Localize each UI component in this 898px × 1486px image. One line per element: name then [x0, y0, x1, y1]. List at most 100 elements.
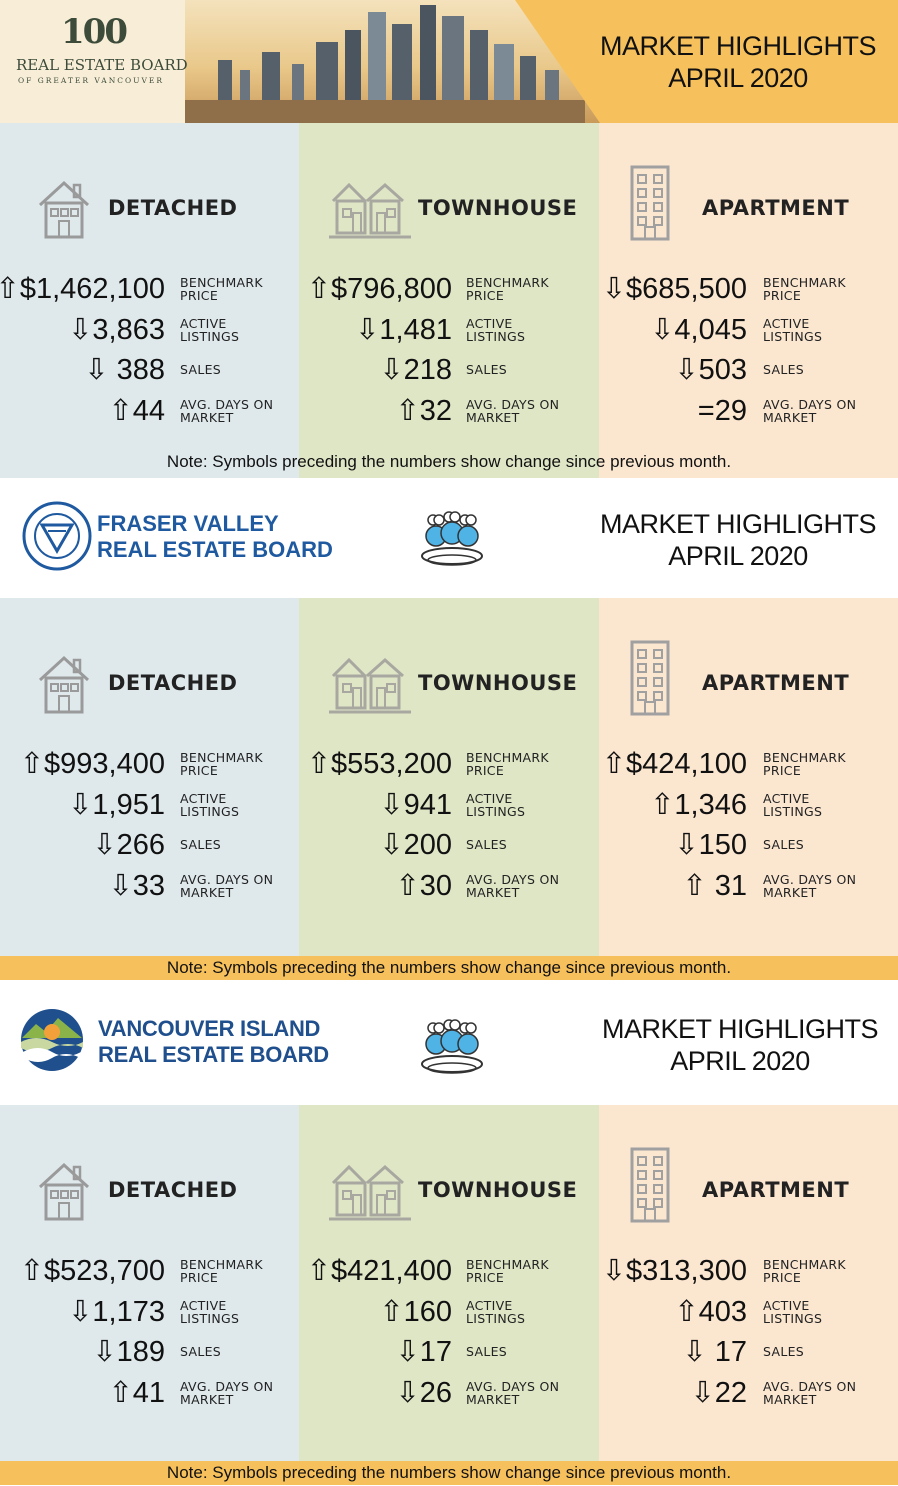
stat-value: ⇧$424,100 — [601, 748, 747, 780]
stat-label: BENCHMARK PRICE — [763, 750, 846, 778]
stat-value: ⇧$796,800 — [306, 273, 452, 305]
stat-value: ⇩$313,300 — [601, 1255, 747, 1287]
stat-row: ⇩$685,500 BENCHMARK PRICE — [599, 273, 898, 305]
stat-label: BENCHMARK PRICE — [466, 1257, 549, 1285]
stat-row: ⇩3,863 ACTIVE LISTINGS — [0, 314, 299, 346]
market-highlights-title: MARKET HIGHLIGHTS APRIL 2020 — [588, 508, 888, 572]
detached-panel: DETACHED ⇧$1,462,100 BENCHMARK PRICE ⇩3,863… — [0, 123, 299, 478]
stat-label: AVG. DAYS ON MARKET — [180, 397, 274, 425]
apartment-panel: APARTMENT ⇩$313,300 BENCHMARK PRICE ⇧403 ACT… — [599, 1105, 898, 1461]
stat-label: BENCHMARK PRICE — [763, 275, 846, 303]
stat-label: SALES — [466, 837, 508, 852]
house-icon — [36, 177, 92, 245]
stat-label: BENCHMARK PRICE — [180, 1257, 263, 1285]
stat-value: ⇩4,045 — [650, 314, 747, 346]
stat-label: ACTIVE LISTINGS — [466, 1298, 526, 1326]
house-icon — [36, 1159, 92, 1227]
fraser-valley-board-name: FRASER VALLEY REAL ESTATE BOARD — [97, 511, 333, 563]
stat-row: ⇩22 AVG. DAYS ON MARKET — [599, 1377, 898, 1409]
apartment-icon — [628, 165, 672, 245]
logo-line2: OF GREATER VANCOUVER — [18, 76, 164, 85]
stat-label: SALES — [466, 362, 508, 377]
stat-label: ACTIVE LISTINGS — [180, 791, 240, 819]
townhouse-icon — [327, 654, 413, 720]
townhouse-panel: TOWNHOUSE ⇧$421,400 BENCHMARK PRICE ⇧160 ACT… — [299, 1105, 599, 1461]
stat-row: ⇩266 SALES — [0, 829, 299, 861]
board-name-line1: VANCOUVER ISLAND — [98, 1016, 321, 1041]
stat-row: ⇧$796,800 BENCHMARK PRICE — [299, 273, 598, 305]
stat-label: BENCHMARK PRICE — [180, 275, 263, 303]
stat-row: ⇧$421,400 BENCHMARK PRICE — [299, 1255, 598, 1287]
stat-label: AVG. DAYS ON MARKET — [180, 872, 274, 900]
stat-label: SALES — [763, 837, 805, 852]
stat-value: ⇩503 — [674, 354, 747, 386]
townhouse-icon — [327, 179, 413, 245]
change-note: Note: Symbols preceding the numbers show… — [0, 1461, 898, 1485]
stat-value: ⇩ 17 — [682, 1336, 747, 1368]
stat-value: ⇩26 — [395, 1377, 452, 1409]
property-type-label: TOWNHOUSE — [418, 196, 578, 220]
stat-row: ⇩150 SALES — [599, 829, 898, 861]
stat-value: ⇩266 — [92, 829, 165, 861]
stat-value: ⇩17 — [395, 1336, 452, 1368]
stat-value: ⇩200 — [379, 829, 452, 861]
property-type-label: APARTMENT — [702, 1178, 850, 1202]
change-note: Note: Symbols preceding the numbers show… — [166, 452, 732, 471]
title-line1: MARKET HIGHLIGHTS — [599, 509, 877, 539]
stat-label: ACTIVE LISTINGS — [763, 316, 823, 344]
logo-100-number: 100 — [61, 12, 128, 52]
change-note: Note: Symbols preceding the numbers show… — [0, 956, 898, 980]
stat-row: ⇧1,346 ACTIVE LISTINGS — [599, 789, 898, 821]
stat-row: ⇩4,045 ACTIVE LISTINGS — [599, 314, 898, 346]
detached-panel: DETACHED ⇧$993,400 BENCHMARK PRICE ⇩1,951 AC… — [0, 598, 299, 956]
board-name-line1: FRASER VALLEY — [97, 511, 279, 536]
property-type-label: APARTMENT — [702, 671, 850, 695]
stat-value: ⇧$993,400 — [19, 748, 165, 780]
property-type-label: DETACHED — [108, 671, 238, 695]
board-name-line2: REAL ESTATE BOARD — [98, 1042, 329, 1067]
vancouver-island-header: VANCOUVER ISLAND REAL ESTATE BOARD MARKE… — [0, 980, 898, 1105]
stat-label: BENCHMARK PRICE — [466, 275, 549, 303]
property-type-label: TOWNHOUSE — [418, 671, 578, 695]
stat-row: ⇧$424,100 BENCHMARK PRICE — [599, 748, 898, 780]
stat-row: ⇩26 AVG. DAYS ON MARKET — [299, 1377, 598, 1409]
title-date: APRIL 2020 — [668, 63, 808, 93]
stat-value: ⇩ 388 — [84, 354, 165, 386]
stat-label: AVG. DAYS ON MARKET — [466, 397, 560, 425]
stat-value: ⇩150 — [674, 829, 747, 861]
stat-row: ⇧$993,400 BENCHMARK PRICE — [0, 748, 299, 780]
market-highlights-title: MARKET HIGHLIGHTS APRIL 2020 — [590, 1013, 890, 1077]
stat-value: ⇩22 — [690, 1377, 747, 1409]
stat-value: =29 — [697, 395, 747, 427]
stat-label: ACTIVE LISTINGS — [180, 316, 240, 344]
stat-value: ⇧44 — [108, 395, 165, 427]
stat-label: SALES — [466, 1344, 508, 1359]
stat-value: ⇧$553,200 — [306, 748, 452, 780]
apartment-panel: APARTMENT ⇧$424,100 BENCHMARK PRICE ⇧1,346 A… — [599, 598, 898, 956]
stat-value: ⇩1,951 — [68, 789, 165, 821]
stat-row: ⇧$1,462,100 BENCHMARK PRICE — [0, 273, 299, 305]
stat-label: AVG. DAYS ON MARKET — [763, 1379, 857, 1407]
property-type-label: TOWNHOUSE — [418, 1178, 578, 1202]
stat-value: ⇧32 — [395, 395, 452, 427]
stat-row: ⇩33 AVG. DAYS ON MARKET — [0, 870, 299, 902]
stat-row: ⇩218 SALES — [299, 354, 598, 386]
stat-row: ⇧$523,700 BENCHMARK PRICE — [0, 1255, 299, 1287]
stat-row: ⇩1,173 ACTIVE LISTINGS — [0, 1296, 299, 1328]
waterfront — [185, 100, 585, 123]
stat-row: ⇩503 SALES — [599, 354, 898, 386]
board-name-line2: REAL ESTATE BOARD — [97, 537, 333, 562]
stat-value: ⇩189 — [92, 1336, 165, 1368]
stat-value: ⇩$685,500 — [601, 273, 747, 305]
stat-label: AVG. DAYS ON MARKET — [466, 1379, 560, 1407]
stat-value: ⇩1,173 — [68, 1296, 165, 1328]
stat-row: ⇩ 17 SALES — [599, 1336, 898, 1368]
stat-value: ⇧403 — [674, 1296, 747, 1328]
townhouse-panel: TOWNHOUSE ⇧$796,800 BENCHMARK PRICE ⇩1,481 A… — [299, 123, 599, 478]
stat-value: ⇩3,863 — [68, 314, 165, 346]
rebgv-header-banner: 100 REAL ESTATE BOARD OF GREATER VANCOUV… — [0, 0, 898, 123]
stat-value: ⇩1,481 — [355, 314, 452, 346]
title-date: APRIL 2020 — [670, 1046, 810, 1076]
stat-row: ⇩ 388 SALES — [0, 354, 299, 386]
stat-label: BENCHMARK PRICE — [180, 750, 263, 778]
